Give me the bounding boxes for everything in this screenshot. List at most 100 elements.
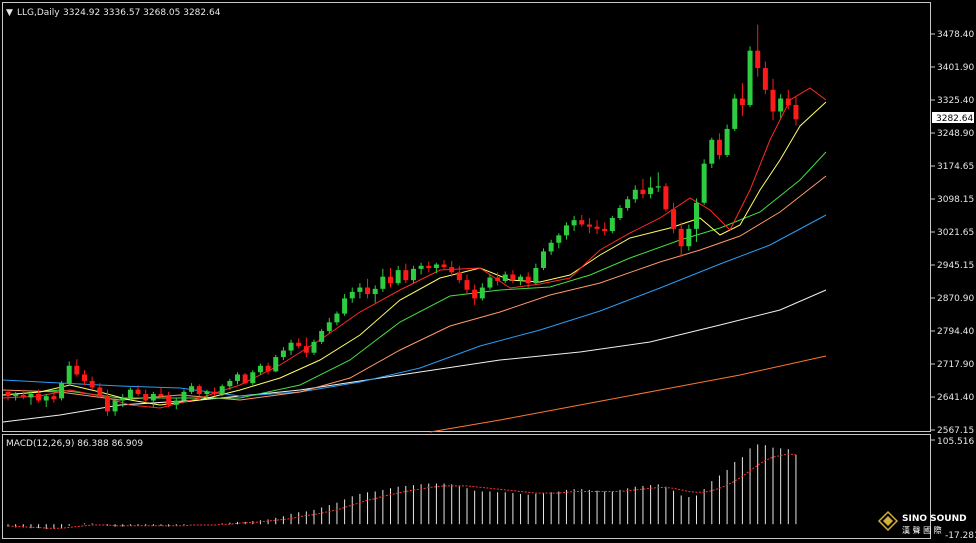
candle: [510, 270, 516, 284]
candle: [403, 263, 409, 284]
candle-body: [97, 387, 103, 397]
candle-body: [487, 277, 493, 288]
price-tick: 2870.90: [930, 294, 974, 304]
candle: [472, 284, 478, 305]
candle: [59, 380, 65, 401]
candle: [701, 159, 707, 205]
candle-body: [785, 98, 791, 106]
chart-title: ▼ LLG,Daily 3324.92 3336.57 3268.05 3282…: [6, 8, 221, 18]
candle: [127, 387, 133, 401]
candle: [150, 391, 156, 408]
macd-signal-line: [7, 453, 797, 529]
candle-body: [257, 365, 263, 373]
candle: [755, 24, 761, 77]
svg-text:3098.15: 3098.15: [937, 195, 974, 205]
candle-body: [464, 280, 470, 290]
candle-body: [120, 398, 126, 401]
candle-body: [311, 341, 317, 353]
candle-body: [242, 374, 248, 384]
candle: [495, 272, 501, 286]
candle-body: [66, 365, 72, 384]
candle: [724, 124, 730, 158]
candle: [135, 385, 141, 397]
candle-body: [303, 346, 309, 353]
candle-body: [143, 393, 149, 401]
candle: [173, 398, 179, 410]
candle: [13, 391, 19, 401]
candle: [166, 391, 172, 408]
candle-body: [502, 274, 508, 282]
macd-tick-top: 105.516: [930, 437, 974, 447]
brand-logo-icon: [877, 510, 899, 532]
candle: [143, 389, 149, 403]
candle: [388, 267, 393, 288]
candle-body: [525, 276, 531, 284]
candle-body: [403, 270, 409, 281]
candle-body: [388, 276, 393, 284]
candle-body: [28, 393, 34, 398]
price-tick: 2794.40: [930, 327, 974, 337]
candle: [479, 283, 485, 301]
moving-average-lines: [2, 87, 827, 433]
candle: [319, 328, 325, 345]
candle-body: [548, 242, 554, 252]
brand-subtitle: 漢 聲 國 際: [902, 525, 942, 535]
svg-text:3401.90: 3401.90: [937, 63, 974, 73]
svg-text:2717.90: 2717.90: [937, 360, 974, 370]
candle-body: [732, 98, 738, 129]
candle: [365, 278, 371, 299]
candle: [51, 391, 57, 403]
svg-text:2567.15: 2567.15: [937, 426, 974, 436]
candle-body: [694, 202, 699, 229]
candle: [778, 94, 784, 119]
macd-panel-frame: [2, 434, 931, 539]
dropdown-arrow-icon[interactable]: ▼: [6, 8, 13, 18]
candle: [678, 222, 684, 258]
svg-text:3325.40: 3325.40: [937, 96, 974, 106]
candle-body: [127, 389, 133, 399]
candle-body: [13, 393, 19, 397]
candle-body: [586, 224, 592, 227]
candle: [563, 222, 569, 240]
candle-body: [655, 186, 661, 188]
candle: [196, 384, 202, 397]
candle-body: [173, 400, 179, 405]
candle-body: [181, 391, 187, 401]
price-tick: 3401.90: [930, 63, 974, 73]
candle-body: [793, 105, 799, 120]
candle: [487, 274, 493, 290]
candle: [82, 370, 87, 386]
candle-body: [380, 276, 386, 289]
candle: [5, 389, 11, 401]
candle: [410, 265, 416, 284]
candle: [426, 261, 432, 273]
candle: [303, 337, 309, 358]
svg-text:-17.281: -17.281: [945, 531, 976, 541]
ma-white-line: [2, 289, 827, 423]
candle-body: [709, 139, 715, 164]
svg-text:3248.90: 3248.90: [937, 129, 974, 139]
svg-text:3174.65: 3174.65: [937, 162, 974, 172]
candle-body: [433, 264, 439, 268]
candle: [441, 260, 447, 271]
candle-body: [632, 189, 638, 200]
price-tick: 3021.65: [930, 228, 974, 238]
candle-body: [701, 163, 707, 203]
candle-body: [204, 391, 210, 394]
candle: [739, 83, 745, 116]
candle-body: [51, 396, 57, 400]
candle: [671, 202, 677, 234]
candle: [663, 183, 669, 212]
candle: [204, 389, 210, 399]
candle: [288, 339, 294, 355]
price-tick: 2567.15: [930, 426, 974, 436]
candle: [219, 384, 225, 397]
price-tick: 2945.15: [930, 261, 974, 271]
candle-body: [472, 289, 478, 299]
candle: [548, 239, 554, 255]
candle-body: [686, 228, 692, 247]
price-tick: 2641.40: [930, 393, 974, 403]
candle: [594, 220, 600, 235]
candle-body: [357, 287, 363, 292]
